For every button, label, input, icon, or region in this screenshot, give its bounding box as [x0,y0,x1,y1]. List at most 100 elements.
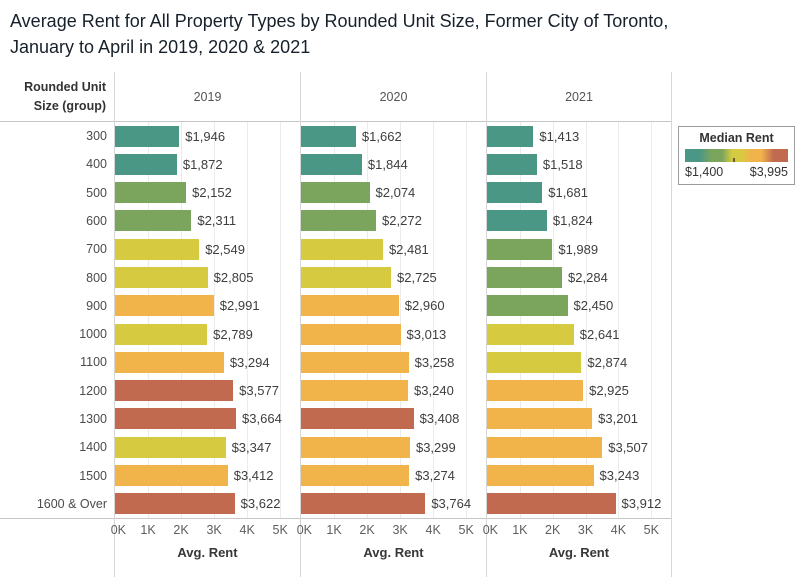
bar-value-label: $3,664 [242,411,282,427]
bar-row: $2,925 [487,377,671,405]
row-label: 1100 [80,355,107,370]
bar-2021-500[interactable] [487,182,543,204]
x-tick-label: 2K [173,523,189,537]
bar-2021-1100[interactable] [487,351,582,373]
bar-2021-300[interactable] [487,125,534,147]
bar-row: $2,450 [487,292,671,320]
bar-2020-1000[interactable] [301,323,401,345]
bar-2019-400[interactable] [115,153,177,175]
bar-value-label: $2,991 [219,298,260,314]
bar-2020-1600 & Over[interactable] [301,493,426,515]
bar-2021-900[interactable] [487,295,568,317]
gridline [400,122,402,518]
bar-2020-1300[interactable] [301,408,414,430]
bar-2020-600[interactable] [301,210,377,232]
bar-2021-700[interactable] [487,238,553,260]
bar-2020-900[interactable] [301,295,399,317]
gridline [466,122,468,518]
bar-value-label: $3,258 [414,354,455,370]
bar-row: $3,408 [301,405,486,433]
gridline [214,122,216,518]
bar-2021-1200[interactable] [487,380,584,402]
bar-2020-1500[interactable] [301,465,410,487]
bar-row: $2,284 [487,263,671,291]
row-label: 900 [86,298,107,313]
bar-2020-700[interactable] [301,238,383,260]
bar-value-label: $3,299 [415,439,456,455]
bar-2019-1200[interactable] [115,380,234,402]
bar-2020-300[interactable] [301,125,356,147]
bar-2019-1500[interactable] [115,465,228,487]
row-label: 500 [86,185,107,200]
bar-value-label: $3,622 [240,496,281,512]
bar-2021-1000[interactable] [487,323,574,345]
bar-2019-300[interactable] [115,125,180,147]
bar-2020-1100[interactable] [301,351,409,373]
bar-2021-1400[interactable] [487,436,603,458]
bar-2019-900[interactable] [115,295,214,317]
gridline [618,122,620,518]
gridline [519,122,521,518]
gridline [334,122,336,518]
column-header-2021: 2021 [487,72,671,122]
gridline [552,122,554,518]
bar-2019-1000[interactable] [115,323,208,345]
bar-value-label: $1,681 [548,185,588,201]
x-tick-label: 1K [140,523,156,537]
bar-2019-1300[interactable] [115,408,237,430]
bar-2019-500[interactable] [115,182,187,204]
row-label: 1200 [79,383,107,398]
bar-value-label: $3,243 [599,468,640,484]
bar-2020-500[interactable] [301,182,370,204]
bar-2021-400[interactable] [487,153,537,175]
bar-2020-800[interactable] [301,267,392,289]
bar-value-label: $1,989 [558,241,599,257]
column-header-2020: 2020 [301,72,486,122]
column-header-2019: 2019 [115,72,300,122]
bar-value-label: $2,481 [388,241,429,257]
bar-row: $3,240 [301,377,486,405]
bar-row: $1,518 [487,150,671,178]
bar-row: $3,577 [115,377,300,405]
x-tick-label: 0K [482,523,499,537]
tick-row: 0K 1K 2K 3K 4K 5K [297,519,486,541]
bar-value-label: $3,013 [406,326,447,342]
chart-area: Rounded Unit Size (group) 300 400 500 600 70… [0,72,672,577]
bar-value-label: $3,912 [621,496,662,512]
gridline [585,122,587,518]
bar-2021-1500[interactable] [487,465,594,487]
bar-value-label: $2,789 [213,326,253,342]
row-label: 700 [86,242,107,257]
bar-row: $2,152 [115,179,300,207]
bar-2021-600[interactable] [487,210,547,232]
bar-2019-800[interactable] [115,267,208,289]
bar-2019-1600 & Over[interactable] [115,493,235,515]
bar-2020-1200[interactable] [301,380,409,402]
bar-value-label: $3,764 [431,496,472,512]
bar-row: $1,413 [487,122,671,150]
row-label: 1300 [79,411,107,426]
bar-value-label: $2,450 [573,298,614,314]
bar-value-label: $2,805 [213,270,254,286]
x-tick-label: 2K [359,523,375,537]
bar-2021-800[interactable] [487,267,563,289]
bar-row: $2,311 [115,207,300,235]
legend-title: Median Rent [699,131,774,145]
bar-row: $2,991 [115,292,300,320]
bar-2021-1300[interactable] [487,408,593,430]
bar-2019-1100[interactable] [115,351,224,373]
row-header: Rounded Unit Size (group) [0,72,114,122]
bar-row: $3,294 [115,348,300,376]
bar-2019-1400[interactable] [115,436,226,458]
bar-2020-1400[interactable] [301,436,410,458]
bar-value-label: $3,507 [608,439,648,455]
bar-row: $1,681 [487,179,671,207]
bar-2021-1600 & Over[interactable] [487,493,616,515]
x-tick-label: 1K [512,523,528,537]
bar-2020-400[interactable] [301,153,362,175]
legend-gradient [685,149,788,162]
bar-2019-600[interactable] [115,210,192,232]
bar-2019-700[interactable] [115,238,200,260]
bar-row: $3,347 [115,433,300,461]
